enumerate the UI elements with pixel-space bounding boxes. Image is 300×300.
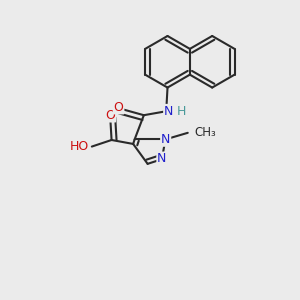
Text: N: N xyxy=(161,133,170,146)
Text: O: O xyxy=(114,100,124,114)
Text: H: H xyxy=(176,105,186,118)
Text: HO: HO xyxy=(70,140,89,153)
Text: N: N xyxy=(164,105,173,118)
Text: O: O xyxy=(105,109,115,122)
Text: N: N xyxy=(157,152,167,165)
Text: CH₃: CH₃ xyxy=(195,126,216,139)
